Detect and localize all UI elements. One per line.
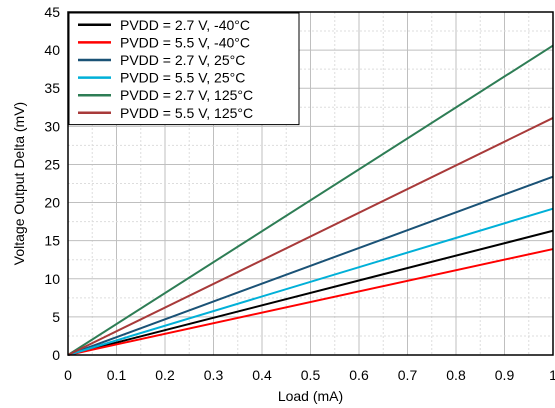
legend-label: PVDD = 5.5 V, -40°C (120, 34, 250, 50)
x-tick-label: 0.6 (349, 367, 369, 383)
series-line-2 (67, 248, 554, 356)
x-tick-label: 0.5 (301, 367, 321, 383)
y-tick-label: 35 (44, 80, 60, 96)
x-tick-label: 0.7 (398, 367, 418, 383)
series-line-5 (67, 44, 554, 356)
y-tick-label: 15 (44, 233, 60, 249)
series-lines (67, 44, 554, 356)
legend-box (68, 12, 300, 126)
y-tick-label: 45 (44, 4, 60, 20)
legend-label: PVDD = 5.5 V, 125°C (120, 105, 253, 121)
y-tick-label: 0 (52, 347, 60, 363)
x-tick-label: 0.8 (446, 367, 466, 383)
x-tick-label: 0.4 (252, 367, 272, 383)
x-tick-label: 1 (549, 367, 555, 383)
y-tick-label: 40 (44, 42, 60, 58)
x-axis-label: Load (mA) (278, 388, 343, 404)
x-tick-label: 0 (64, 367, 72, 383)
legend-label: PVDD = 2.7 V, 25°C (120, 52, 245, 68)
y-axis-ticks: 0 5 10 15 20 25 30 35 40 45 (44, 4, 60, 363)
x-tick-label: 0.1 (107, 367, 127, 383)
y-tick-label: 10 (44, 271, 60, 287)
x-tick-label: 0.2 (155, 367, 175, 383)
x-axis-ticks: 0 0.1 0.2 0.3 0.4 0.5 0.6 0.7 0.8 0.9 1 (64, 367, 555, 383)
series-line-1 (67, 229, 554, 356)
legend-label: PVDD = 5.5 V, 25°C (120, 70, 245, 86)
y-tick-label: 25 (44, 156, 60, 172)
series-line-4 (67, 207, 554, 356)
x-tick-label: 0.3 (204, 367, 224, 383)
x-tick-label: 0.9 (495, 367, 515, 383)
series-line-6 (67, 117, 554, 356)
series-line-3 (67, 175, 554, 356)
plot-frame (67, 11, 554, 356)
legend-label: PVDD = 2.7 V, -40°C (120, 17, 250, 33)
y-tick-label: 20 (44, 195, 60, 211)
y-tick-label: 5 (52, 309, 60, 325)
legend-label: PVDD = 2.7 V, 125°C (120, 87, 253, 103)
y-axis-label: Voltage Output Delta (mV) (11, 102, 27, 265)
y-tick-label: 30 (44, 118, 60, 134)
